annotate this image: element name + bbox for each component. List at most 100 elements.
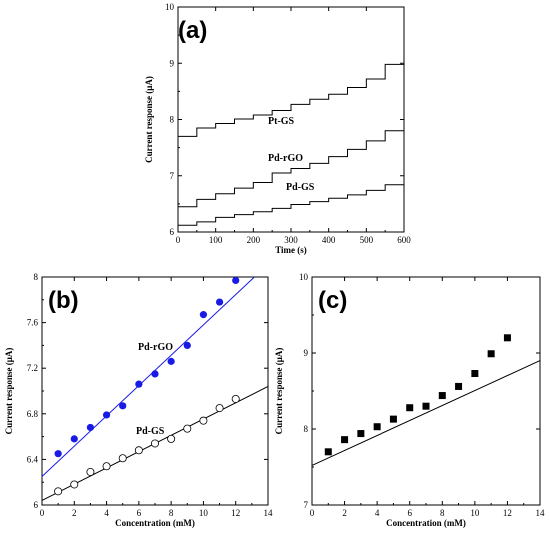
data-point [215,404,224,413]
panel-b-concentration-chart: 0 2 4 6 8 10 12 14 6 6.4 6.8 7.2 7.6 8 (b) Concentrat… [4,272,273,528]
panel-a-ticks: 0 100 200 300 400 500 600 6 7 8 9 10 [165,2,411,245]
panel-b-series-label-pd-gs: Pd-GS [136,426,165,437]
data-point [422,402,430,410]
y-tick-label: 6 [34,500,39,510]
y-tick-label: 7.2 [27,363,38,373]
data-point [215,298,224,306]
data-point [231,394,240,403]
x-tick-label: 6 [407,508,412,518]
panel-c-ticks: 0 2 4 6 8 10 12 14 7 8 9 10 [299,272,545,518]
x-tick-label: 14 [264,508,274,518]
y-tick-label: 7 [304,500,309,510]
data-point [102,462,111,471]
data-point [183,341,191,349]
data-point [119,402,127,410]
y-tick-label: 7.6 [27,318,39,328]
fit-line [41,276,255,477]
series-line-pd-gs [178,179,405,226]
data-point [102,411,111,419]
panel-a-series-label-pt-gs: Pt-GS [268,116,295,127]
data-point [54,450,62,458]
panel-a-y-axis-title: Current response (μA) [144,76,154,163]
y-tick-label: 8 [170,115,175,125]
data-point [232,276,240,285]
series-line-pd-rgo [178,121,405,208]
panel-a-time-current-chart: 0 100 200 300 400 500 600 6 7 8 9 10 (a) Time (s) C… [144,2,411,255]
data-point [86,467,95,476]
data-point [70,435,78,443]
x-tick-label: 8 [440,508,445,518]
series-line-pt-gs [178,50,405,137]
data-point [406,404,414,412]
panel-a-series-label-pd-gs: Pd-GS [286,182,315,193]
x-tick-label: 0 [176,235,181,245]
x-tick-label: 14 [536,508,546,518]
data-point [167,434,176,443]
data-point [134,446,143,455]
x-tick-label: 400 [322,235,336,245]
panel-c-x-axis-title: Concentration (mM) [386,518,466,528]
data-point [389,415,397,423]
panel-c-label: (c) [318,287,347,314]
data-point [199,311,208,319]
x-tick-label: 2 [342,508,347,518]
fit-line [311,360,541,466]
panel-a-series [178,50,405,226]
panel-b-x-axis-title: Concentration (mM) [115,518,195,528]
x-tick-label: 0 [40,508,45,518]
x-tick-label: 10 [199,508,209,518]
panel-b-label: (b) [48,287,79,314]
panel-b-y-axis-title: Current response (μA) [4,348,14,435]
data-point [70,480,79,489]
data-point [54,487,63,496]
x-tick-label: 12 [231,508,240,518]
y-tick-label: 10 [165,2,175,12]
y-tick-label: 9 [170,58,175,68]
data-point [438,392,446,400]
panel-b-series-label-pd-rgo: Pd-rGO [138,342,173,353]
x-tick-label: 500 [360,235,374,245]
y-tick-label: 10 [299,272,309,282]
data-point [341,436,349,444]
data-point [151,370,159,378]
y-tick-label: 6 [170,227,175,237]
y-tick-label: 6.8 [27,409,39,419]
x-tick-label: 100 [209,235,223,245]
data-point [150,439,159,448]
y-tick-label: 6.4 [27,454,39,464]
data-point [135,380,143,388]
data-point [324,448,332,456]
data-point [471,370,479,378]
y-tick-label: 9 [304,348,309,358]
data-point [357,430,365,438]
data-point [487,350,495,358]
data-point [373,423,381,431]
panel-a-x-axis-title: Time (s) [275,245,307,255]
data-point [118,454,127,463]
panel-b-ticks: 0 2 4 6 8 10 12 14 6 6.4 6.8 7.2 7.6 8 [27,272,273,518]
x-tick-label: 2 [72,508,77,518]
x-tick-label: 10 [470,508,480,518]
data-point [183,424,192,433]
y-tick-label: 7 [170,171,175,181]
y-tick-label: 8 [34,272,39,282]
x-tick-label: 300 [284,235,298,245]
panel-c-series [311,334,541,466]
data-point [199,416,208,425]
data-point [503,334,511,342]
panel-b-series [41,276,269,501]
panel-c-y-axis-title: Current response (μA) [274,348,284,435]
data-point [455,382,463,390]
y-tick-label: 8 [304,424,309,434]
x-tick-label: 4 [375,508,380,518]
x-tick-label: 6 [137,508,142,518]
x-tick-label: 12 [503,508,512,518]
x-tick-label: 8 [169,508,174,518]
x-tick-label: 600 [397,235,411,245]
x-tick-label: 4 [104,508,109,518]
data-point [86,423,95,432]
panel-a-series-label-pd-rgo: Pd-rGO [268,153,303,164]
x-tick-label: 200 [247,235,261,245]
